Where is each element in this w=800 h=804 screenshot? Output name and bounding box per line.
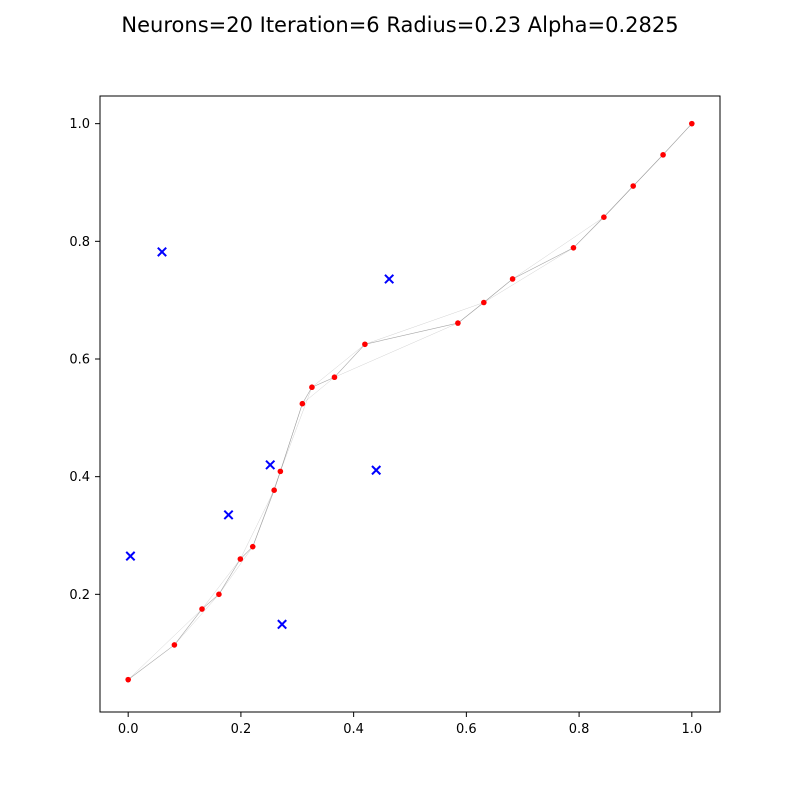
neuron-link: [240, 490, 275, 560]
data-point-x-marker: [371, 465, 382, 476]
neuron-link: [573, 216, 605, 249]
neuron-link: [273, 471, 281, 491]
neuron-point: [309, 384, 315, 391]
neuron-point: [601, 214, 607, 220]
neuron-link: [280, 403, 303, 472]
neuron-link: [302, 377, 335, 404]
x-tick-label: 1.0: [681, 722, 702, 737]
neuron-point: [237, 556, 244, 562]
y-axis: 0.2 0.4 0.6 0.8 1.0: [69, 117, 100, 603]
neuron-point: [249, 543, 256, 550]
x-tick-label: 0.8: [569, 722, 590, 737]
data-point-x-marker: [384, 274, 395, 284]
neuron-link: [483, 278, 513, 303]
neuron-link: [603, 185, 634, 218]
neuron-link: [311, 376, 335, 388]
neuron-link: [252, 471, 281, 547]
neuron-point: [689, 120, 695, 127]
y-tick-label: 0.8: [69, 235, 90, 250]
neuron-point: [216, 591, 222, 598]
neuron-point: [630, 183, 636, 189]
x-axis: 0.0 0.2 0.4 0.6 0.8 1.0: [118, 712, 702, 737]
neuron-link: [662, 123, 693, 156]
neuron-link: [457, 302, 485, 324]
neuron-link: [483, 247, 574, 303]
neuron-link: [280, 387, 313, 472]
neuron-point: [509, 276, 516, 282]
neuron-point: [271, 487, 277, 493]
neuron-link: [334, 344, 366, 378]
x-tick-label: 0.0: [118, 722, 139, 737]
data-point-x-marker: [223, 509, 234, 520]
x-tick-label: 0.4: [343, 722, 364, 737]
data-point-x-marker: [265, 459, 276, 470]
points-layer: [125, 120, 695, 683]
neuron-point: [362, 341, 368, 348]
neuron-point: [331, 374, 338, 381]
x-tick-label: 0.2: [231, 722, 252, 737]
neuron-link: [252, 490, 275, 547]
neuron-point: [277, 468, 284, 475]
neuron-link: [632, 154, 664, 187]
neuron-point: [125, 676, 131, 683]
neuron-link: [302, 387, 313, 404]
neuron-link: [174, 608, 203, 646]
neuron-link: [218, 546, 253, 595]
neuron-link: [218, 558, 241, 595]
chart-title: Neurons=20 Iteration=6 Radius=0.23 Alpha…: [121, 13, 678, 37]
data-point-x-marker: [125, 551, 136, 561]
data-point-x-marker: [277, 619, 287, 630]
neuron-point: [570, 244, 577, 251]
neuron-link: [174, 594, 220, 646]
neuron-point: [299, 400, 306, 407]
neuron-link: [364, 322, 458, 345]
neuron-point: [199, 606, 205, 612]
x-tick-label: 0.6: [456, 722, 477, 737]
neuron-link: [311, 344, 366, 388]
neuron-connections: [128, 123, 693, 680]
neuron-link: [512, 247, 574, 280]
neuron-link: [364, 302, 484, 345]
data-point-x-marker: [157, 247, 167, 257]
neuron-link: [512, 217, 605, 280]
neuron-link: [201, 594, 220, 610]
neuron-link: [334, 322, 458, 378]
y-tick-label: 0.2: [69, 588, 90, 603]
neuron-link: [201, 558, 241, 610]
neuron-point: [171, 642, 178, 648]
y-tick-label: 1.0: [69, 117, 90, 132]
y-tick-label: 0.6: [69, 352, 90, 367]
neuron-link: [273, 403, 303, 491]
neuron-point: [481, 299, 487, 306]
neuron-point: [455, 320, 461, 326]
neuron-point: [660, 152, 666, 158]
neuron-link: [128, 644, 175, 680]
neuron-link: [128, 608, 203, 680]
plot-frame: [99, 95, 721, 713]
y-tick-label: 0.4: [69, 470, 90, 485]
neuron-link: [240, 546, 253, 560]
